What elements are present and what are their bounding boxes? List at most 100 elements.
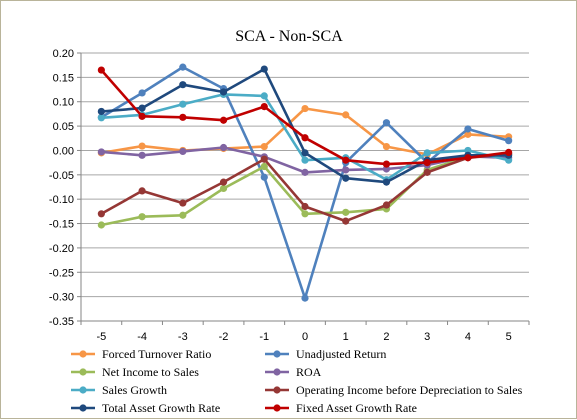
data-point [505, 137, 513, 145]
data-point [97, 66, 105, 74]
data-point [97, 221, 105, 229]
axes: 0.20 0.15 0.10 0.05 0.00 -0.05 -0.10 -0.15 -0.20… [49, 48, 530, 343]
x-tick-label: -5 [96, 331, 106, 343]
legend-swatch-marker [79, 368, 87, 376]
legend-label: Net Income to Sales [102, 365, 199, 379]
data-point [179, 147, 187, 156]
y-tick-label: 0.20 [53, 48, 74, 60]
data-point [97, 210, 105, 218]
data-point [138, 142, 146, 150]
data-point [301, 156, 309, 164]
y-tick-label: 0.15 [53, 72, 74, 84]
data-point [342, 111, 350, 119]
y-tick-label: 0.00 [53, 145, 74, 157]
x-tick-label: -3 [178, 331, 188, 343]
x-tick-label: -1 [259, 331, 269, 343]
data-point [97, 148, 105, 156]
data-point [138, 213, 146, 221]
data-point [97, 107, 105, 116]
data-point [301, 210, 309, 218]
data-point [219, 116, 228, 124]
x-tick-label: -4 [137, 331, 147, 343]
legend: Forced Turnover Ratio Unadjusted Return Ne… [71, 347, 523, 415]
x-tick-label: 2 [383, 331, 389, 343]
y-tick-label: -0.15 [49, 219, 74, 231]
x-tick-label: 0 [302, 331, 308, 343]
data-point [138, 89, 146, 97]
legend-swatch-marker [273, 404, 281, 412]
legend-label: Fixed Asset Growth Rate [296, 401, 417, 415]
data-point [138, 112, 146, 120]
data-point [260, 65, 268, 73]
data-point [179, 211, 187, 219]
data-point [342, 217, 350, 225]
data-point [342, 156, 350, 164]
x-tick-label: 4 [465, 331, 471, 343]
y-tick-label: -0.25 [49, 267, 74, 279]
data-point [219, 143, 228, 152]
data-point [138, 104, 146, 112]
y-tick-label: -0.10 [49, 194, 74, 206]
data-point [301, 149, 309, 157]
x-tick-label: 1 [343, 331, 349, 343]
data-point [382, 119, 391, 127]
data-point [382, 178, 391, 186]
data-point [423, 159, 431, 167]
y-tick-label: 0.10 [53, 97, 74, 109]
series-group [97, 63, 513, 302]
y-tick-label: -0.05 [49, 170, 74, 182]
legend-label: Operating Income before Depreciation to … [296, 383, 523, 397]
legend-swatch-marker [79, 386, 87, 394]
data-point [219, 178, 228, 186]
data-point [301, 134, 309, 142]
data-point [301, 104, 309, 113]
data-point [342, 166, 350, 174]
data-point [138, 187, 146, 195]
data-point [179, 100, 187, 108]
data-point [219, 184, 228, 193]
data-point [138, 151, 146, 159]
series-line [101, 107, 509, 156]
legend-swatch-marker [273, 368, 281, 376]
data-point [505, 148, 513, 157]
chart-title: SCA - Non-SCA [235, 28, 343, 45]
data-point [219, 88, 228, 96]
data-point [342, 208, 350, 216]
data-point [260, 173, 268, 181]
data-point [464, 130, 472, 138]
data-point [179, 63, 187, 71]
data-point [97, 114, 105, 122]
y-tick-label: -0.35 [49, 316, 74, 328]
x-tick-label: 3 [424, 331, 430, 343]
x-tick-label: 5 [506, 331, 512, 343]
data-point [423, 168, 431, 176]
legend-label: Total Asset Growth Rate [102, 401, 220, 415]
data-point [464, 154, 472, 162]
data-point [260, 103, 268, 111]
data-point [260, 92, 268, 100]
data-point [179, 81, 187, 89]
data-point [179, 199, 187, 207]
legend-swatch-marker [79, 404, 87, 412]
legend-label: Sales Growth [102, 383, 167, 397]
x-tick-label: -2 [219, 331, 229, 343]
data-point [301, 168, 309, 176]
data-point [301, 202, 309, 211]
data-point [179, 113, 187, 121]
legend-swatch-marker [273, 350, 281, 358]
y-tick-label: -0.30 [49, 292, 74, 304]
data-point [260, 162, 268, 171]
data-point [260, 142, 268, 151]
data-point [382, 201, 391, 209]
data-point [260, 155, 268, 163]
legend-swatch-marker [273, 386, 281, 394]
data-point [423, 149, 431, 157]
data-point [382, 142, 391, 151]
legend-label: ROA [296, 365, 322, 379]
data-point [382, 160, 391, 168]
legend-label: Forced Turnover Ratio [102, 347, 211, 361]
legend-label: Unadjusted Return [296, 347, 386, 361]
legend-swatch-marker [79, 350, 87, 358]
